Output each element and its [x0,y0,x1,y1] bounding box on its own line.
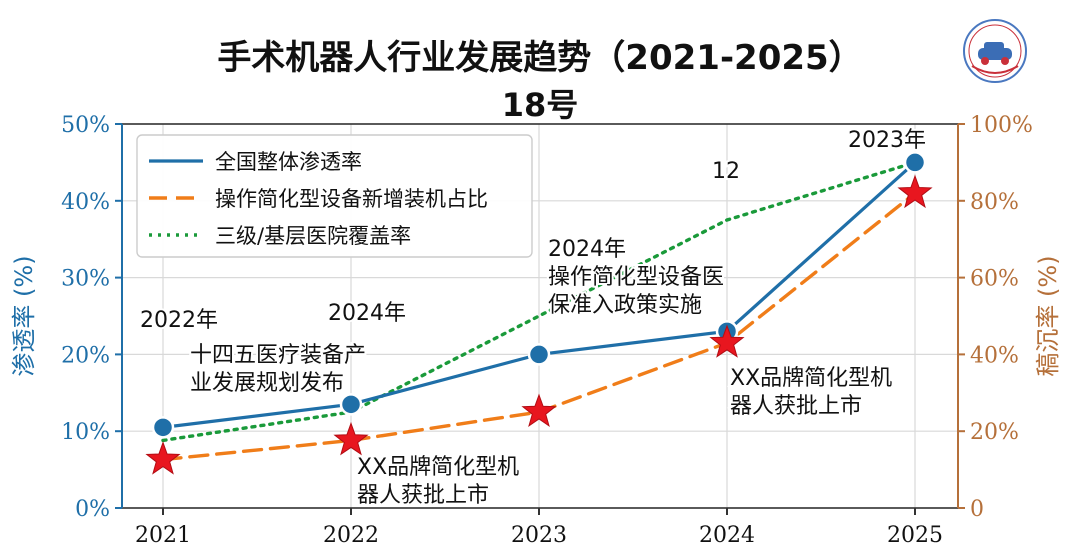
data-point-circle [339,393,363,416]
annotation-text: 2024年操作简化型设备医保准入政策实施 [548,237,724,318]
x-tick-label: 2023 [511,523,567,548]
right-tick-label: 40% [970,343,1019,368]
left-tick-label: 10% [61,420,110,445]
legend-entry-label: 三级/基层医院覆盖率 [215,224,411,248]
right-tick-label: 60% [970,267,1019,292]
x-tick-label: 2021 [135,523,191,548]
annotation-text-line: XX品牌简化型机 [730,366,892,391]
data-point-star [333,421,369,456]
chart-subtitle: 18号 [501,86,579,124]
data-point-circle [527,343,551,366]
y-axis-left-title: 渗透率 (%) [10,255,38,376]
left-tick-label: 40% [61,190,110,215]
annotation-text-line: 十四五医疗装备产 [190,343,366,368]
left-tick-label: 20% [61,343,110,368]
data-point-star [521,393,557,427]
y-axis-right-title: 稿沉率 (%) [1034,255,1062,376]
annotation-text: 2023年 [848,128,926,153]
annotation-text: XX品牌简化型机器人获批上市 [357,455,519,508]
legend-entry-label: 操作简化型设备新增装机占比 [215,187,488,211]
data-point-circle [151,416,175,439]
brand-logo [963,19,1027,83]
legend-box [136,134,533,258]
annotation-text-line: 业发展规划发布 [190,371,344,396]
data-point-circle [903,151,927,174]
annotation-text: 十四五医疗装备产业发展规划发布 [190,343,366,396]
right-tick-label: 100% [970,113,1033,138]
left-tick-label: 50% [61,113,110,138]
series-line-2 [161,160,917,443]
annotation-text: 12 [712,159,740,184]
right-tick-label: 0 [970,497,984,522]
annotation-text: 2022年 [140,308,218,333]
annotation-text-line: 操作简化型设备医 [548,265,724,290]
legend-entry-label: 全国整体渗透率 [215,150,362,174]
x-tick-label: 2025 [887,523,943,548]
data-point-star [897,174,933,209]
right-tick-label: 20% [970,420,1019,445]
right-tick-label: 80% [970,190,1019,215]
data-point-star [145,441,181,475]
chart-title: 手术机器人行业发展趋势（2021-2025） [217,38,863,78]
left-tick-label: 0% [75,497,110,522]
annotation-text: 2024年 [328,301,406,326]
annotation-text-line: 器人获批上市 [730,394,862,419]
annotation-text-line: 器人获批上市 [357,483,489,508]
left-tick-label: 30% [61,267,110,292]
data-point-star [709,324,745,358]
annotation-text: XX品牌简化型机器人获批上市 [730,366,892,419]
annotation-text-line: 2024年 [548,237,626,262]
x-tick-label: 2022 [323,523,379,548]
x-tick-label: 2024 [699,523,755,548]
annotation-text-line: XX品牌简化型机 [357,455,519,480]
annotation-text-line: 保准入政策实施 [548,293,702,318]
